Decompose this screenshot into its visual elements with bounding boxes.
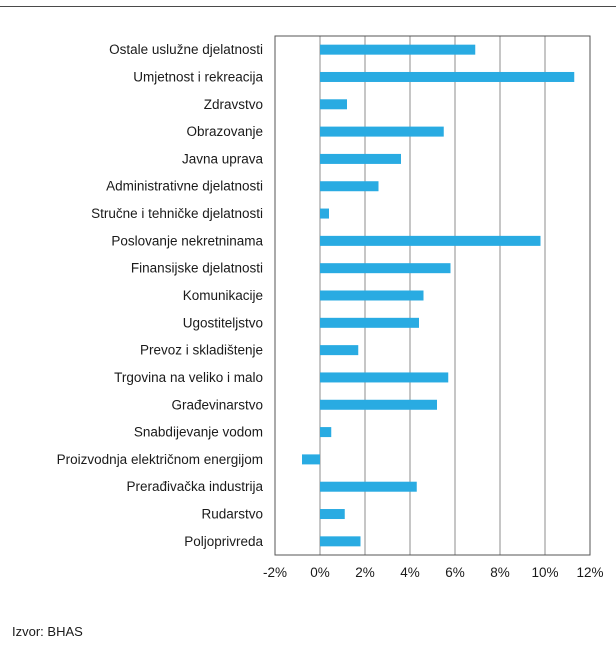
bar (320, 317, 419, 328)
bar (302, 454, 320, 465)
bar (320, 99, 347, 110)
category-label: Javna uprava (182, 151, 264, 166)
category-label: Prerađivačka industrija (126, 479, 263, 494)
bar (320, 399, 437, 410)
bar (320, 427, 332, 438)
bar (320, 71, 575, 82)
x-tick-label: 8% (490, 565, 510, 580)
category-label: Umjetnost i rekreacija (133, 69, 263, 84)
bar (320, 181, 379, 192)
category-label: Poslovanje nekretninama (111, 233, 263, 248)
category-label: Prevoz i skladištenje (140, 343, 263, 358)
category-label: Administrativne djelatnosti (106, 179, 263, 194)
bar (320, 481, 417, 492)
category-label: Rudarstvo (201, 507, 263, 522)
bar (320, 509, 345, 520)
bar (320, 372, 449, 383)
x-tick-label: 2% (355, 565, 375, 580)
category-label: Trgovina na veliko i malo (114, 370, 263, 385)
source-note: Izvor: BHAS (12, 624, 83, 639)
bar (320, 345, 359, 356)
bar (320, 536, 361, 547)
top-rule (0, 6, 616, 7)
bar (320, 263, 451, 274)
x-tick-label: 0% (310, 565, 330, 580)
category-label: Proizvodnja električnom energijom (57, 452, 263, 467)
x-tick-label: 10% (531, 565, 558, 580)
category-label: Obrazovanje (186, 124, 263, 139)
category-label: Zdravstvo (204, 97, 263, 112)
x-tick-label: 4% (400, 565, 420, 580)
bar (320, 153, 401, 164)
x-tick-label: 12% (576, 565, 603, 580)
bar (320, 208, 329, 219)
bar (320, 235, 541, 246)
x-tick-label: 6% (445, 565, 465, 580)
category-label: Ostale uslužne djelatnosti (109, 42, 263, 57)
bar (320, 44, 476, 55)
bar (320, 126, 444, 137)
bar (320, 290, 424, 301)
category-label: Ugostiteljstvo (183, 315, 263, 330)
category-label: Snabdijevanje vodom (134, 425, 263, 440)
category-label: Građevinarstvo (171, 397, 263, 412)
plot-frame (274, 35, 591, 556)
category-label: Poljoprivreda (184, 534, 263, 549)
category-label: Finansijske djelatnosti (131, 261, 263, 276)
x-tick-label: -2% (263, 565, 287, 580)
category-label: Stručne i tehničke djelatnosti (91, 206, 263, 221)
category-label: Komunikacije (183, 288, 263, 303)
bar-chart: Ostale uslužne djelatnosti Umjetnost i re… (57, 35, 604, 580)
